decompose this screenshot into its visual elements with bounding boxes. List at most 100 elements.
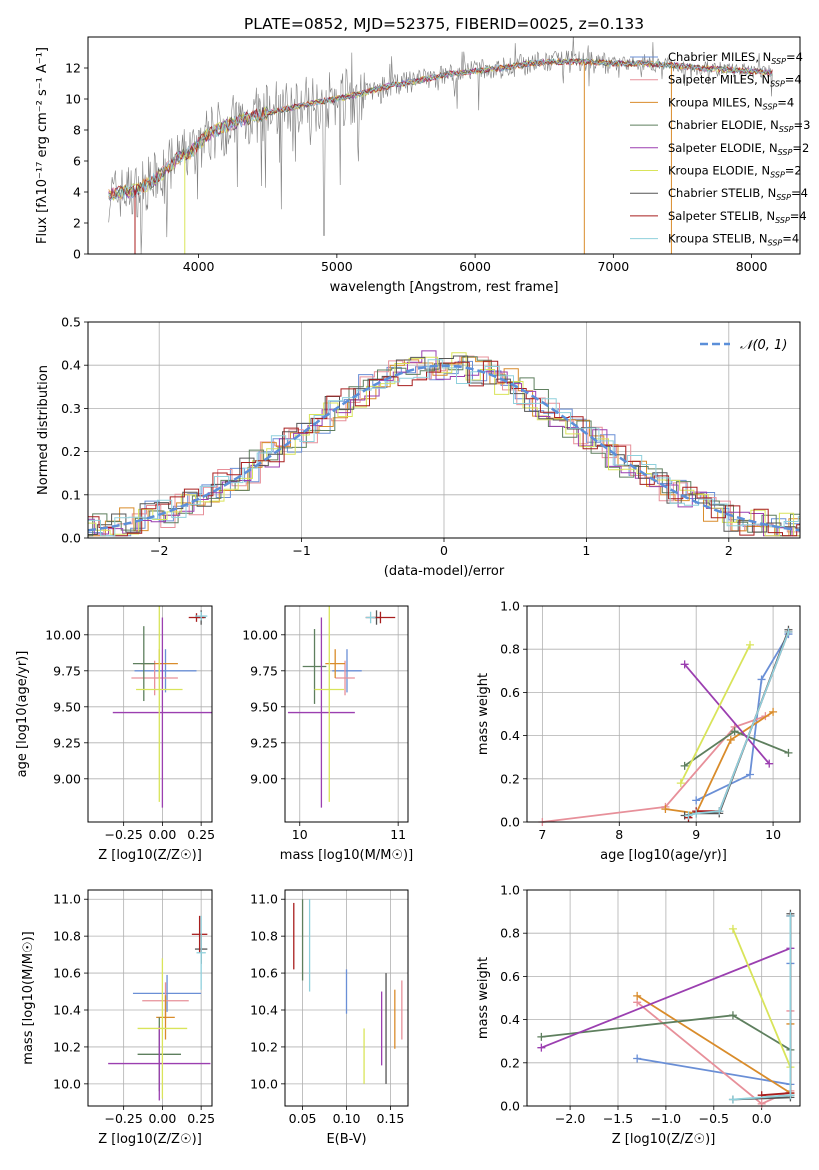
y-tick-label: 9.75 <box>250 663 278 678</box>
weight-point-marker <box>746 640 755 649</box>
y-tick-label: 9.50 <box>250 699 278 714</box>
legend-subscript: SSP <box>770 171 785 180</box>
axes-frame <box>526 889 801 1107</box>
weight-point-marker <box>633 991 642 1000</box>
weight-point-marker <box>684 811 693 820</box>
axes-frame <box>284 605 409 823</box>
x-tick-label: 7 <box>538 827 546 842</box>
figure-title: PLATE=0852, MJD=52375, FIBERID=0025, z=0… <box>244 15 644 33</box>
errorbar-group <box>108 915 211 1101</box>
residuals-panel: −2 −1 0 1 2 0.0 0.1 0.2 0.3 0.4 0.5 (data-model)/er… <box>36 315 801 579</box>
weight-point-marker <box>786 1091 795 1100</box>
x-tick-label: 6000 <box>459 259 491 274</box>
x-axis-label: Z [log10(Z/Z☉)] <box>98 848 202 863</box>
x-tick-label: 8000 <box>736 259 768 274</box>
weight-point-marker <box>680 660 689 669</box>
x-tick-label: 0.25 <box>187 1111 215 1126</box>
y-tick-label: 11.0 <box>53 892 81 907</box>
y-axis-label: Flux [fλ10⁻¹⁷ erg cm⁻² s⁻¹ A⁻¹] <box>35 47 50 244</box>
x-tick-label: −1.0 <box>651 1111 681 1126</box>
residual-histogram-3 <box>88 356 800 537</box>
weight-point-marker <box>730 727 739 736</box>
y-tick-label: 0.3 <box>61 401 81 416</box>
legend-model-name: Salpeter MILES, N <box>668 73 770 87</box>
mass-vs-metallicity-panel: −0.25 0.00 0.25 10.0 10.2 10.4 10.6 10.8 11.0 Z [… <box>21 889 215 1147</box>
weight-vs-age-panel: 7 8 9 10 0.0 0.2 0.4 0.6 0.8 1.0 age [log10(age/yr… <box>476 599 801 863</box>
weight-series-line <box>761 915 792 1097</box>
residual-histogram-8 <box>88 360 800 537</box>
legend-model-name: Chabrier MILES, N <box>668 50 771 64</box>
x-tick-label: 0.25 <box>187 827 215 842</box>
legend-subscript: SSP <box>779 125 794 134</box>
weight-point-marker <box>757 1099 766 1108</box>
legend-label: Kroupa MILES, NSSP=4 <box>668 95 794 111</box>
legend-nssp: =4 <box>777 95 794 109</box>
y-tick-label: 10.00 <box>45 627 81 642</box>
legend-subscript: SSP <box>768 239 783 248</box>
weight-series-line <box>732 928 792 1068</box>
legend-model-name: Salpeter ELODIE, N <box>668 141 778 155</box>
x-tick-label: −1.5 <box>603 1111 633 1126</box>
y-axis-label: Normed distribution <box>36 365 51 495</box>
y-tick-label: 0.8 <box>500 642 520 657</box>
y-tick-label: 0.2 <box>61 444 81 459</box>
weight-point-marker <box>537 1032 546 1041</box>
x-tick-label: −0.25 <box>104 827 142 842</box>
y-tick-label: 0.0 <box>500 1099 520 1114</box>
x-tick-label: 0.0 <box>752 1111 772 1126</box>
y-axis-label: mass weight <box>476 957 491 1039</box>
model-spectrum-line <box>108 58 773 201</box>
x-axis-label: (data-model)/error <box>384 564 505 579</box>
y-tick-label: 10.0 <box>53 1076 81 1091</box>
y-tick-label: 0.0 <box>61 531 81 546</box>
legend-label: Kroupa STELIB, NSSP=4 <box>668 232 799 248</box>
x-tick-label: 5000 <box>321 259 353 274</box>
histogram-steps <box>88 350 800 537</box>
weight-point-marker <box>726 735 735 744</box>
legend-subscript: SSP <box>763 102 778 111</box>
y-tick-label: 10.4 <box>53 1003 81 1018</box>
gaussian-curve <box>88 364 800 532</box>
legend-label: Kroupa ELODIE, NSSP=2 <box>668 164 802 180</box>
legend-nssp: =4 <box>782 232 799 246</box>
x-tick-label: 10 <box>292 827 308 842</box>
legend-model-name: Kroupa MILES, N <box>668 95 763 109</box>
y-axis-label: age [log10(age/yr)] <box>15 651 30 778</box>
weight-series-line <box>688 631 790 817</box>
legend-subscript: SSP <box>776 193 791 202</box>
axes-frame <box>87 321 801 539</box>
weight-vs-metallicity-panel: −2.0 −1.5 −1.0 −0.5 0.0 0.0 0.2 0.4 0.6 0.8 1.0 Z [… <box>476 883 801 1147</box>
x-tick-label: −2.0 <box>555 1111 585 1126</box>
y-tick-label: 0.5 <box>61 315 81 330</box>
y-tick-label: 11.0 <box>250 892 278 907</box>
residual-histogram-9 <box>88 359 800 537</box>
age-vs-metallicity-panel: −0.25 0.00 0.25 9.00 9.25 9.50 9.75 10.00 Z [log… <box>15 605 215 863</box>
y-tick-label: 10.4 <box>250 1003 278 1018</box>
axes-frame <box>87 605 213 823</box>
y-tick-label: 10.0 <box>250 1076 278 1091</box>
legend-label: Salpeter ELODIE, NSSP=2 <box>668 141 809 157</box>
weight-point-marker <box>692 796 701 805</box>
weight-point-marker <box>680 761 689 770</box>
y-tick-label: 1.0 <box>500 599 520 614</box>
y-tick-label: 10.6 <box>53 966 81 981</box>
legend-nssp: =4 <box>786 50 803 64</box>
y-tick-label: 0.6 <box>500 969 520 984</box>
weight-point-marker <box>692 809 701 818</box>
legend-model-name: Salpeter STELIB, N <box>668 209 775 223</box>
y-tick-label: 10.00 <box>242 627 278 642</box>
y-tick-label: 0.0 <box>500 815 520 830</box>
y-tick-label: 4 <box>73 185 81 200</box>
y-tick-label: 9.25 <box>250 735 278 750</box>
x-tick-label: 4000 <box>183 259 215 274</box>
y-tick-label: 10.8 <box>53 929 81 944</box>
legend-model-name: Kroupa ELODIE, N <box>668 164 770 178</box>
weight-point-marker <box>715 807 724 816</box>
legend-gaussian-label: 𝒩(0, 1) <box>740 338 787 353</box>
weight-point-marker <box>769 707 778 716</box>
weight-point-marker <box>786 911 795 920</box>
x-tick-label: −2 <box>150 543 168 558</box>
y-tick-label: 9.75 <box>53 663 81 678</box>
y-tick-label: 0.4 <box>500 1012 520 1027</box>
axes-frame <box>87 36 801 255</box>
